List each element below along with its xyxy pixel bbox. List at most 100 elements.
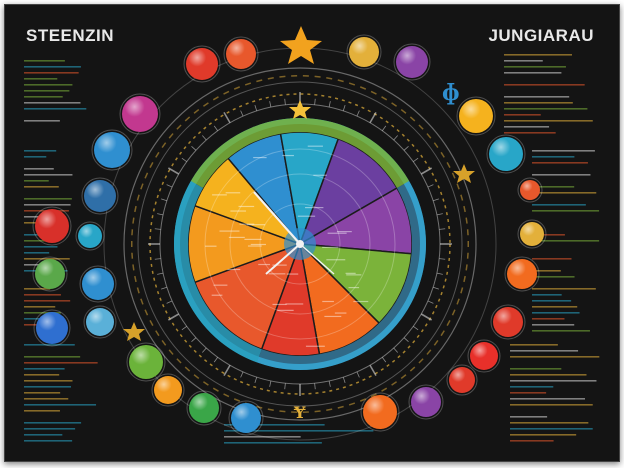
ring-chalk-mark	[291, 75, 297, 77]
ring-tick	[155, 259, 161, 260]
chalk-line	[504, 84, 585, 86]
orb-icon	[152, 374, 184, 406]
ring-tick	[433, 199, 439, 201]
ring-chalk-mark	[338, 406, 344, 409]
mid-star-icon	[289, 100, 311, 119]
ring-chalk-mark	[131, 253, 133, 259]
ring-chalk-mark	[349, 402, 355, 405]
chalk-line	[24, 168, 54, 170]
ring-chalk-mark	[326, 77, 332, 80]
orb-icon	[33, 207, 71, 245]
orb-icon	[394, 44, 430, 80]
ring-chalk-mark	[203, 102, 209, 107]
ring-tick	[404, 146, 408, 150]
chalk-line	[504, 120, 593, 122]
ring-tick	[382, 357, 386, 362]
chalk-line	[532, 162, 588, 164]
ring-chalk-mark	[134, 206, 137, 212]
ring-tick	[433, 287, 439, 289]
ring-chalk-mark	[144, 309, 148, 315]
ring-tick	[439, 259, 445, 260]
ring-tick	[285, 99, 286, 105]
chalk-line	[510, 350, 578, 352]
svg-text:ɸ: ɸ	[442, 80, 460, 106]
wheel-scribble	[322, 301, 334, 302]
ring-tick	[224, 112, 230, 122]
ring-chalk-mark	[467, 253, 469, 259]
chalk-line	[510, 422, 588, 424]
ring-chalk-mark	[303, 75, 309, 77]
chalk-line	[24, 422, 81, 424]
chalk-line	[24, 150, 56, 152]
ring-chalk-mark	[463, 276, 466, 282]
wheel-scribble	[313, 175, 326, 176]
chalk-line	[532, 312, 580, 314]
chalk-line	[510, 416, 547, 418]
chalk-line	[24, 78, 57, 80]
chalk-line	[24, 440, 72, 442]
ring-chalk-mark	[315, 76, 321, 78]
chalk-line	[504, 96, 569, 98]
ring-chalk-mark	[371, 91, 377, 95]
chalk-line	[504, 72, 561, 74]
wheel-scribble	[324, 316, 341, 317]
wheel-scribble	[269, 273, 286, 274]
chalk-line	[24, 410, 60, 412]
wheel-scribble	[273, 304, 287, 305]
orb-icon	[409, 385, 443, 419]
small-star-left-icon	[123, 322, 145, 341]
ring-chalk-mark	[463, 206, 466, 212]
wheel-scribble	[348, 287, 359, 288]
wheel-scribble	[346, 273, 356, 274]
ring-chalk-mark	[410, 116, 415, 121]
wheel-scribble	[306, 346, 325, 347]
ring-chalk-mark	[418, 358, 423, 363]
ring-chalk-mark	[149, 162, 153, 168]
ring-tick	[241, 372, 243, 377]
ring-tick	[343, 377, 345, 383]
ring-tick	[394, 348, 398, 352]
wheel-scribble	[287, 273, 298, 274]
ring-tick	[270, 381, 271, 387]
wheel-scribble	[212, 295, 223, 296]
chalk-line	[24, 90, 69, 92]
ring-chalk-mark	[155, 152, 159, 158]
wheel-scribble	[326, 259, 345, 260]
ring-chalk-mark	[137, 287, 140, 293]
ring-tick	[214, 126, 218, 131]
ring-chalk-mark	[234, 398, 240, 402]
ring-chalk-mark	[426, 349, 431, 355]
chalk-line	[24, 66, 81, 68]
ring-tick	[270, 101, 271, 107]
ring-tick	[168, 168, 178, 174]
wheel-scribble	[251, 244, 266, 245]
ring-tick	[404, 338, 408, 342]
chalk-line	[24, 108, 86, 110]
chalk-line	[510, 374, 586, 376]
ring-chalk-mark	[338, 79, 344, 82]
chalk-line	[504, 132, 556, 134]
ring-tick	[370, 365, 376, 375]
chalk-line	[532, 306, 577, 308]
infographic-canvas: ɸ Ɏ	[4, 4, 620, 462]
ring-chalk-mark	[132, 264, 134, 270]
chalk-line	[24, 398, 68, 400]
wheel-scribble	[230, 210, 246, 211]
chalk-line	[504, 108, 587, 110]
chalk-line	[510, 428, 593, 430]
chalk-line	[510, 440, 554, 442]
chalk-line	[24, 198, 72, 200]
chalk-line	[24, 120, 60, 122]
chalk-line	[24, 428, 75, 430]
ring-tick	[202, 136, 206, 140]
orb-icon	[80, 266, 116, 302]
chalk-line	[510, 386, 553, 388]
ring-chalk-mark	[268, 408, 274, 411]
orb-icon	[33, 257, 67, 291]
chalk-line	[504, 126, 549, 128]
chalk-line	[504, 54, 572, 56]
ring-tick	[182, 326, 187, 330]
ring-chalk-mark	[456, 298, 459, 304]
wheel-scribble	[258, 264, 270, 265]
chalk-line	[24, 386, 71, 388]
